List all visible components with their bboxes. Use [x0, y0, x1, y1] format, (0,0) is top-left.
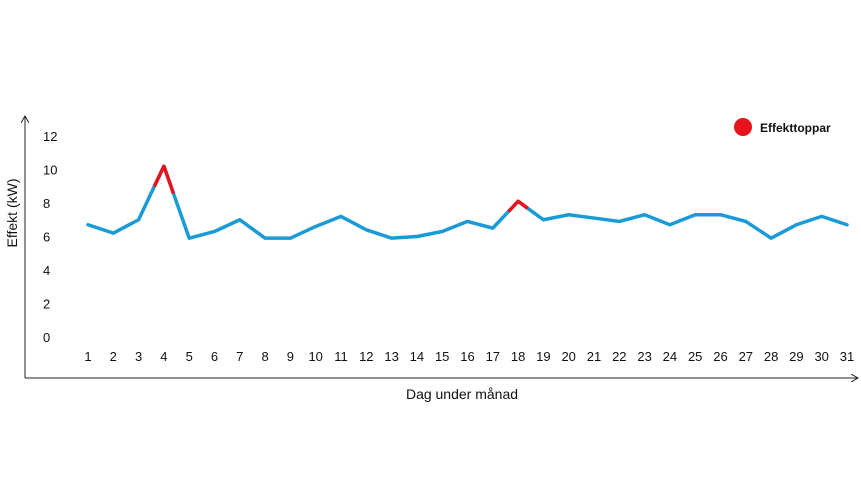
legend-marker: [734, 118, 752, 136]
x-tick-label: 22: [612, 349, 626, 364]
x-tick-label: 14: [410, 349, 424, 364]
x-tick-label: 4: [160, 349, 167, 364]
x-tick-label: 12: [359, 349, 373, 364]
x-tick-label: 10: [308, 349, 322, 364]
x-tick-label: 11: [334, 349, 348, 364]
y-tick-label: 6: [43, 230, 50, 245]
x-tick-label: 9: [287, 349, 294, 364]
x-axis-title: Dag under månad: [406, 386, 518, 402]
peak-segment: [507, 199, 529, 213]
x-tick-label: 26: [713, 349, 727, 364]
x-tick-label: 17: [486, 349, 500, 364]
x-tick-label: 8: [261, 349, 268, 364]
x-tick-label: 6: [211, 349, 218, 364]
x-tick-label: 1: [84, 349, 91, 364]
x-tick-label: 7: [236, 349, 243, 364]
x-tick-label: 28: [764, 349, 778, 364]
x-tick-label: 23: [637, 349, 651, 364]
legend: Effekttoppar: [734, 118, 831, 136]
y-axis-title: Effekt (kW): [4, 179, 20, 248]
x-tick-label: 21: [587, 349, 601, 364]
x-tick-label: 27: [739, 349, 753, 364]
x-tick-label: 25: [688, 349, 702, 364]
y-tick-label: 12: [43, 129, 57, 144]
x-tick-label: 30: [814, 349, 828, 364]
y-tick-label: 0: [43, 330, 50, 345]
x-tick-label: 31: [840, 349, 854, 364]
y-tick-label: 2: [43, 297, 50, 312]
peak-segment: [152, 164, 176, 195]
x-tick-label: 5: [186, 349, 193, 364]
series-line: [86, 164, 849, 240]
y-tick-label: 8: [43, 196, 50, 211]
legend-label: Effekttoppar: [760, 121, 831, 135]
x-tick-label: 16: [460, 349, 474, 364]
y-tick-label: 10: [43, 163, 57, 178]
x-tick-label: 19: [536, 349, 550, 364]
x-tick-label: 29: [789, 349, 803, 364]
x-tick-label: 24: [663, 349, 677, 364]
x-tick-label: 15: [435, 349, 449, 364]
x-tick-label: 13: [384, 349, 398, 364]
x-tick-label: 20: [561, 349, 575, 364]
y-tick-label: 4: [43, 263, 50, 278]
x-tick-label: 18: [511, 349, 525, 364]
x-tick-label: 3: [135, 349, 142, 364]
x-tick-label: 2: [110, 349, 117, 364]
